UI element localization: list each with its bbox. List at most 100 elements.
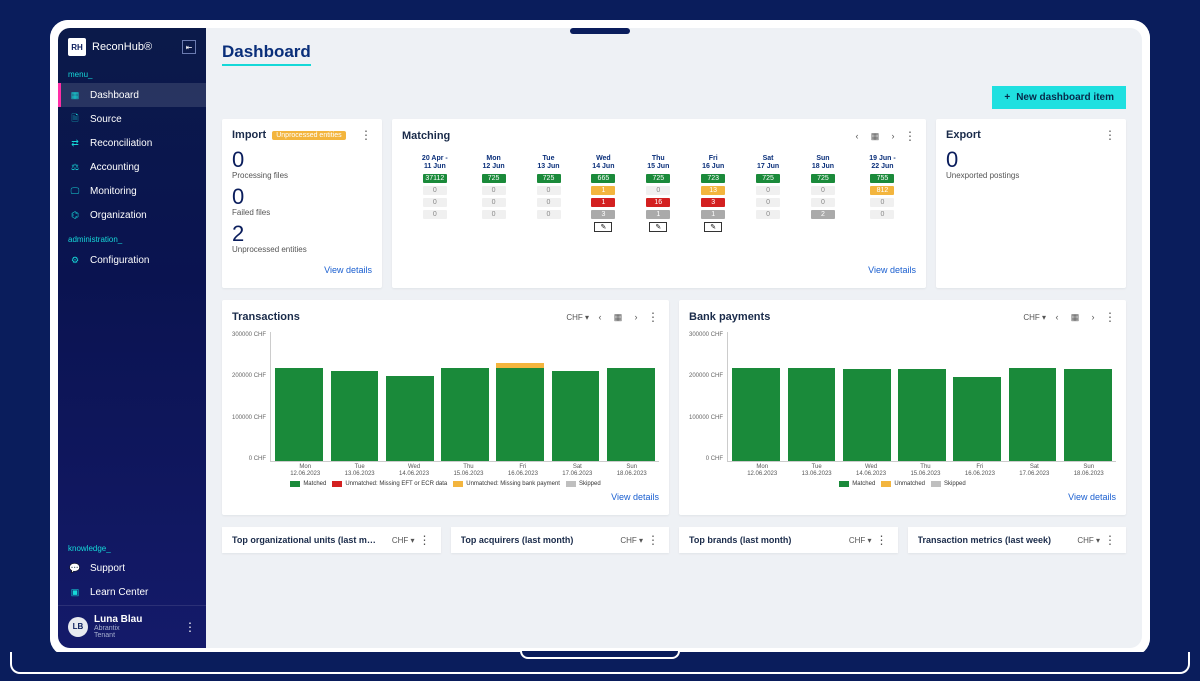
bank-currency-select[interactable]: CHF ▾ <box>1023 313 1046 322</box>
transactions-bar <box>607 332 655 461</box>
matching-cell: 1 <box>701 210 725 219</box>
bank-bar <box>1064 332 1112 461</box>
matching-cell: 0 <box>870 198 894 207</box>
calendar-icon[interactable]: ▦ <box>868 129 882 143</box>
avatar: LB <box>68 617 88 637</box>
import-badge: Unprocessed entities <box>272 131 345 140</box>
new-item-label: New dashboard item <box>1016 92 1114 103</box>
matching-prev-button[interactable]: ‹ <box>850 129 864 143</box>
matching-cell: 725 <box>537 174 561 183</box>
bank-details-link[interactable]: View details <box>1068 492 1116 502</box>
org-icon: ⌬ <box>68 208 82 222</box>
sidebar-item-dashboard[interactable]: ▦ Dashboard <box>58 83 206 107</box>
matching-next-button[interactable]: › <box>886 129 900 143</box>
sidebar-item-reconciliation[interactable]: ⇄ Reconciliation <box>58 131 206 155</box>
export-stat-value: 0 <box>946 149 1116 171</box>
sidebar-section-label: administration_ <box>58 227 206 248</box>
matching-cell: 0 <box>811 198 835 207</box>
transactions-details-link[interactable]: View details <box>611 492 659 502</box>
transactions-x-label: Fri16.06.2023 <box>496 462 550 477</box>
user-role: Tenant <box>94 632 142 640</box>
calendar-icon[interactable]: ▦ <box>1068 310 1082 324</box>
matching-cell: 723 <box>701 174 725 183</box>
bank-bar <box>843 332 891 461</box>
user-org: Abrantix <box>94 625 142 633</box>
import-title: Import <box>232 129 266 141</box>
bank-x-label: Sun18.06.2023 <box>1062 462 1116 477</box>
matching-cell: 0 <box>870 210 894 219</box>
sidebar-item-support[interactable]: 💬 Support <box>58 557 206 581</box>
matching-cell: 37112 <box>423 174 447 183</box>
matching-cell: 0 <box>423 186 447 195</box>
help-icon: 💬 <box>68 562 82 576</box>
import-stat: 2 Unprocessed entities <box>232 223 372 254</box>
transactions-next-button[interactable]: › <box>629 310 643 324</box>
new-dashboard-item-button[interactable]: + New dashboard item <box>992 86 1126 109</box>
transactions-currency-select[interactable]: CHF ▾ <box>566 313 589 322</box>
matching-cell: 0 <box>537 198 561 207</box>
mini-currency-select[interactable]: CHF ▾ <box>620 536 643 545</box>
transactions-title: Transactions <box>232 311 300 323</box>
page-title: Dashboard <box>222 42 311 66</box>
matching-cell: 1 <box>646 210 670 219</box>
sidebar-item-source[interactable]: 🗎 Source <box>58 107 206 131</box>
bank-bar <box>953 332 1001 461</box>
sidebar-item-label: Accounting <box>90 162 139 173</box>
matching-cell: 13 <box>701 186 725 195</box>
mini-currency-select[interactable]: CHF ▾ <box>849 536 872 545</box>
import-stat-label: Failed files <box>232 208 372 217</box>
import-details-link[interactable]: View details <box>324 265 372 275</box>
import-stat-value: 2 <box>232 223 372 245</box>
matching-col-header: Sun18 Jun <box>797 154 849 171</box>
sidebar-item-organization[interactable]: ⌬ Organization <box>58 203 206 227</box>
bank-next-button[interactable]: › <box>1086 310 1100 324</box>
mini-card-title: Transaction metrics (last week) <box>918 535 1052 545</box>
matching-cell: 0 <box>756 186 780 195</box>
sidebar-item-learn center[interactable]: ▣ Learn Center <box>58 581 206 605</box>
matching-cell: 2 <box>811 210 835 219</box>
mini-card: Transaction metrics (last week) CHF ▾ ⋮ <box>908 527 1127 553</box>
mini-card: Top brands (last month) CHF ▾ ⋮ <box>679 527 898 553</box>
sidebar-collapse-button[interactable]: ⇤ <box>182 40 196 54</box>
user-name: Luna Blau <box>94 614 142 625</box>
transactions-prev-button[interactable]: ‹ <box>593 310 607 324</box>
matching-cell: 0 <box>811 186 835 195</box>
bank-prev-button[interactable]: ‹ <box>1050 310 1064 324</box>
sidebar-item-monitoring[interactable]: 🖵 Monitoring <box>58 179 206 203</box>
import-stat-value: 0 <box>232 149 372 171</box>
import-stat: 0 Failed files <box>232 186 372 217</box>
sidebar-item-label: Organization <box>90 210 147 221</box>
learn-icon: ▣ <box>68 586 82 600</box>
bank-x-label: Mon12.06.2023 <box>735 462 789 477</box>
file-icon: 🗎 <box>68 112 82 126</box>
edit-icon[interactable]: ✎ <box>704 222 722 232</box>
mini-currency-select[interactable]: CHF ▾ <box>392 536 415 545</box>
matching-cell: 0 <box>423 198 447 207</box>
edit-icon[interactable]: ✎ <box>594 222 612 232</box>
sidebar-item-configuration[interactable]: ⚙ Configuration <box>58 248 206 272</box>
sidebar-item-label: Learn Center <box>90 587 148 598</box>
edit-icon[interactable]: ✎ <box>649 222 667 232</box>
calendar-icon[interactable]: ▦ <box>611 310 625 324</box>
monitor-icon: 🖵 <box>68 184 82 198</box>
matching-table: 20 Apr -11 JunMon12 JunTue13 JunWed14 Ju… <box>402 151 916 235</box>
bank-payments-card: Bank payments CHF ▾ ‹ ▦ › ⋮ 300000 CHF20… <box>679 300 1126 515</box>
sidebar-item-accounting[interactable]: ⚖ Accounting <box>58 155 206 179</box>
matching-cell: 812 <box>870 186 894 195</box>
transactions-y-axis: 300000 CHF200000 CHF100000 CHF0 CHF <box>232 332 270 462</box>
export-card: Export ⋮ 0 Unexported postings <box>936 119 1126 288</box>
transactions-bar <box>331 332 379 461</box>
matching-col-header: 20 Apr -11 Jun <box>405 154 465 171</box>
mini-card-title: Top brands (last month) <box>689 535 791 545</box>
matching-details-link[interactable]: View details <box>868 265 916 275</box>
mini-currency-select[interactable]: CHF ▾ <box>1077 536 1100 545</box>
matching-cell: 0 <box>756 210 780 219</box>
import-stat-value: 0 <box>232 186 372 208</box>
mini-card: Top organizational units (last m… CHF ▾ … <box>222 527 441 553</box>
matching-cell: 725 <box>646 174 670 183</box>
transactions-card: Transactions CHF ▾ ‹ ▦ › ⋮ 300000 CHF200… <box>222 300 669 515</box>
user-meta: Luna Blau Abrantix Tenant <box>94 614 142 640</box>
matching-cell: 3 <box>701 198 725 207</box>
matching-cell: 1 <box>591 186 615 195</box>
gear-icon: ⚙ <box>68 253 82 267</box>
